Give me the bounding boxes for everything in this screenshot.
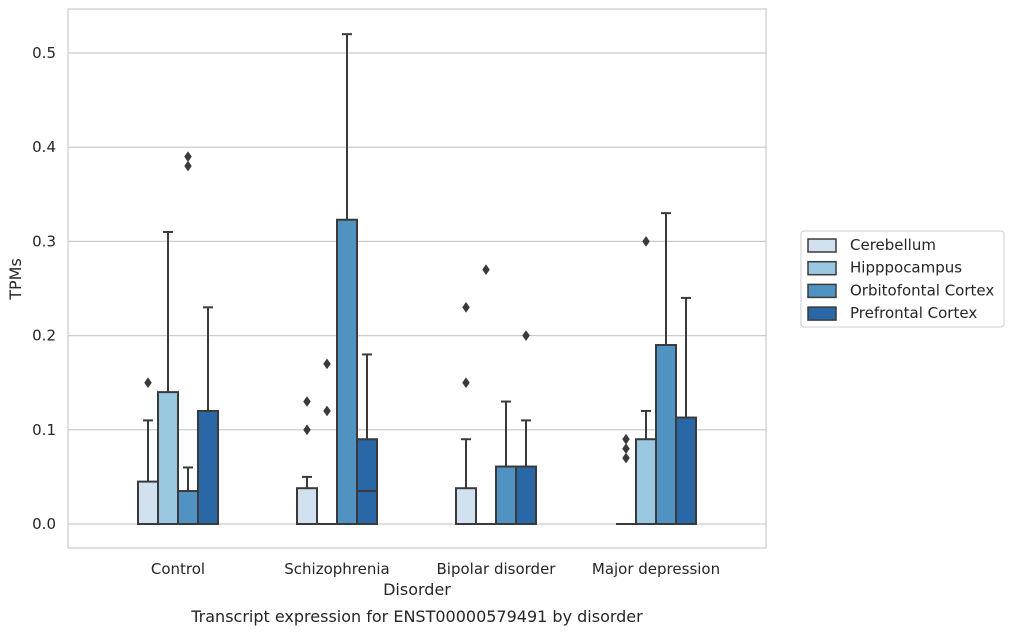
x-axis-title: Disorder [383,580,451,599]
outlier-point [482,264,490,276]
legend: Cerebellum Hipppocampus Orbitofontal Corte… [800,230,1005,328]
y-tick-label: 0.4 [32,138,56,156]
box-hipppocampus-3 [635,235,657,525]
outlier-point [622,452,630,464]
y-tick-label: 0.1 [32,421,56,439]
legend-frame [800,230,1005,328]
box-body [455,487,477,526]
plot-frame [67,8,767,549]
box-body [495,465,517,525]
legend-swatch [807,283,837,299]
legend-swatch [807,306,837,321]
box-prefrontal-cortex-2 [515,330,537,525]
box-hipppocampus-2 [476,264,496,525]
box-body [515,465,537,525]
outlier-point [522,330,530,342]
box-cerebellum-0 [137,377,159,525]
outlier-point [323,405,331,417]
box-orbitofontal-cortex-1 [336,33,358,525]
box-hipppocampus-1 [317,358,337,525]
x-tick-label: Control [151,560,205,578]
box-cerebellum-2 [455,301,477,526]
box-body [655,344,677,525]
box-hipppocampus-0 [157,230,179,525]
outlier-point [303,424,311,436]
y-tick-label: 0.0 [32,515,56,533]
outlier-point [622,443,630,455]
legend-swatch [807,238,837,253]
outlier-point [462,377,470,389]
outlier-point [184,160,192,172]
outlier-point [622,433,630,445]
x-tick-label: Schizophrenia [284,560,389,578]
box-body [336,218,358,525]
outlier-point [642,235,650,247]
y-tick-label: 0.5 [32,44,56,62]
legend-swatch [807,260,837,276]
y-tick-label: 0.2 [32,327,56,345]
box-cerebellum-3 [616,433,636,525]
outlier-point [462,301,470,313]
legend-label: Prefrontal Cortex [850,304,977,322]
box-body [197,409,219,525]
outlier-point [144,377,152,389]
legend-label: Hipppocampus [850,259,962,277]
x-tick-label: Bipolar disorder [437,560,557,578]
x-axis-ticks: Control Schizophrenia Bipolar disorder Majo… [151,560,720,578]
box-prefrontal-cortex-3 [675,296,697,525]
box-body [635,438,657,525]
box-prefrontal-cortex-0 [197,306,219,525]
box-cerebellum-1 [296,396,318,526]
box-orbitofontal-cortex-0 [177,151,199,525]
outlier-point [184,151,192,163]
chart-caption: Transcript expression for ENST0000057949… [190,607,643,626]
x-tick-label: Major depression [592,560,720,578]
box-body [356,438,378,525]
box-body [177,490,199,525]
legend-label: Orbitofontal Cortex [850,281,994,299]
boxes [137,33,697,526]
box-body [137,480,159,525]
box-prefrontal-cortex-1 [356,353,378,525]
box-body [157,391,179,525]
y-tick-label: 0.3 [32,232,56,250]
y-axis-title: TPMs [6,258,25,301]
outlier-point [323,358,331,370]
box-body [296,487,318,526]
box-body [675,416,697,525]
y-axis-ticks: 0.0 0.1 0.2 0.3 0.4 0.5 [32,44,56,533]
box-orbitofontal-cortex-3 [655,212,677,525]
legend-label: Cerebellum [850,236,936,254]
outlier-point [303,396,311,407]
